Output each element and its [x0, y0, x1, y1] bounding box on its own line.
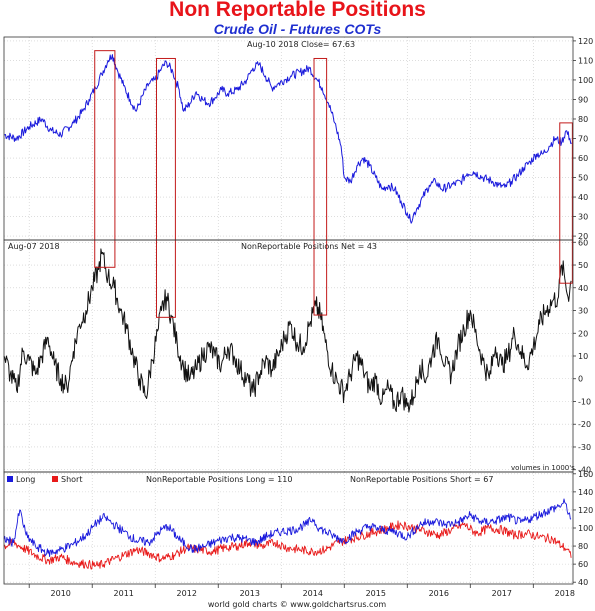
x-tick-label: 2018	[555, 589, 575, 598]
y-tick-label: 140	[578, 488, 593, 497]
y-tick-label: -20	[578, 420, 591, 429]
y-tick-label: 50	[578, 261, 588, 270]
x-tick-label: 2010	[51, 589, 71, 598]
y-tick-label: 30	[578, 213, 588, 222]
x-tick-label: 2012	[177, 589, 197, 598]
y-tick-label: -30	[578, 443, 591, 452]
net-date-annotation: Aug-07 2018	[8, 242, 60, 251]
legend-long-swatch	[7, 476, 13, 482]
y-tick-label: 40	[578, 284, 588, 293]
x-tick-label: 2014	[303, 589, 323, 598]
price-close-annotation: Aug-10 2018 Close= 67.63	[247, 40, 355, 49]
y-tick-label: 70	[578, 135, 588, 144]
y-tick-label: 0	[578, 375, 583, 384]
y-tick-label: 60	[578, 154, 588, 163]
volume-note: volumes in 1000's	[511, 464, 575, 472]
y-tick-label: -10	[578, 397, 591, 406]
y-tick-label: 20	[578, 232, 588, 241]
chart-subtitle: Crude Oil - Futures COTs	[213, 21, 382, 37]
x-tick-label: 2017	[492, 589, 512, 598]
y-tick-label: -40	[578, 466, 591, 475]
y-tick-label: 40	[578, 578, 588, 587]
legend-short-label: Short	[61, 475, 82, 484]
panel-frame	[3, 471, 574, 585]
footer-credit: world gold charts © www.goldchartsrus.co…	[208, 600, 386, 609]
y-tick-label: 120	[578, 506, 593, 515]
long-line	[3, 498, 572, 558]
y-tick-label: 100	[578, 76, 593, 85]
y-tick-label: 20	[578, 329, 588, 338]
y-tick-label: 120	[578, 37, 593, 46]
y-tick-label: 110	[578, 56, 593, 65]
grid-layer	[4, 37, 573, 584]
highlight-box	[155, 57, 176, 318]
highlight-box	[559, 122, 573, 284]
x-tick-label: 2015	[366, 589, 386, 598]
y-tick-label: 100	[578, 524, 593, 533]
highlight-box	[94, 50, 116, 268]
y-tick-label: 50	[578, 174, 588, 183]
y-tick-label: 60	[578, 560, 588, 569]
y-tick-label: 60	[578, 238, 588, 247]
long-series-label: NonReportable Positions Long = 110	[146, 475, 292, 484]
net-line	[3, 248, 572, 413]
short-series-label: NonReportable Positions Short = 67	[350, 475, 493, 484]
legend-short-swatch	[52, 476, 58, 482]
y-tick-label: 80	[578, 542, 588, 551]
x-tick-label: 2016	[429, 589, 449, 598]
net-series-label: NonReportable Positions Net = 43	[241, 242, 377, 251]
series-layer	[3, 54, 572, 570]
y-tick-label: 10	[578, 352, 588, 361]
x-tick-label: 2013	[240, 589, 260, 598]
chart-title: Non Reportable Positions	[169, 0, 426, 21]
price-line	[3, 54, 572, 224]
x-tick-label: 2011	[114, 589, 134, 598]
short-line	[3, 520, 572, 570]
y-tick-label: 30	[578, 307, 588, 316]
highlight-layer	[94, 50, 573, 318]
y-tick-label: 40	[578, 193, 588, 202]
y-tick-label: 160	[578, 470, 593, 479]
y-tick-label: 80	[578, 115, 588, 124]
frame-layer	[3, 36, 576, 588]
legend-long-label: Long	[16, 475, 35, 484]
y-tick-label: 90	[578, 95, 588, 104]
highlight-box	[313, 57, 328, 316]
label-layer: Aug-10 2018 Close= 67.63 Aug-07 2018 Non…	[7, 37, 593, 609]
